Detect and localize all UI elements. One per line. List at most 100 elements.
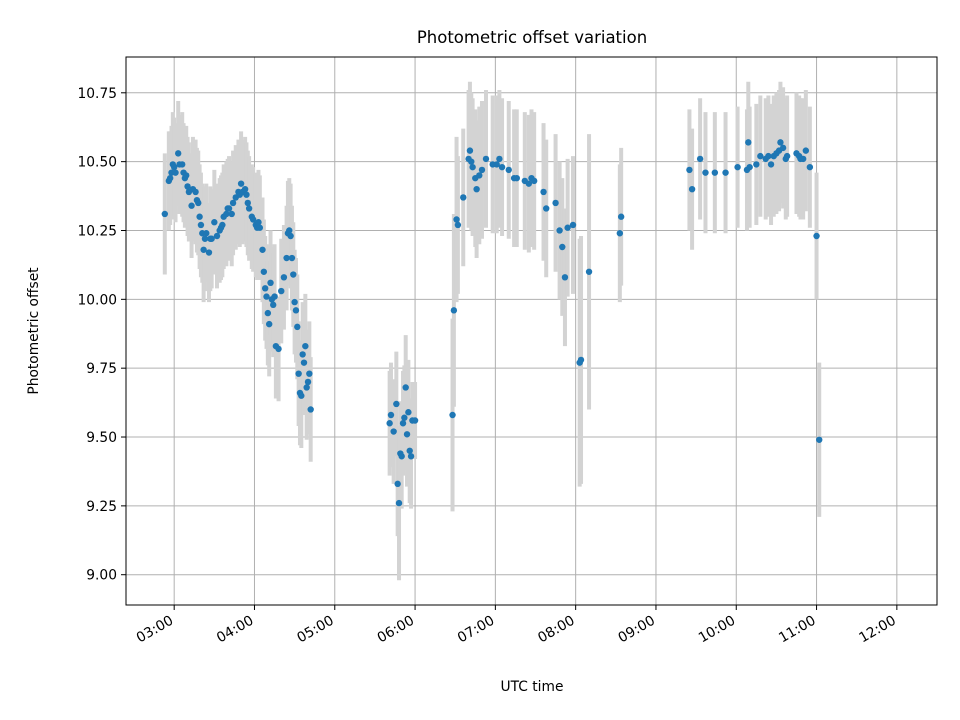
data-point xyxy=(406,447,413,454)
data-point xyxy=(688,185,696,193)
data-point xyxy=(453,216,460,223)
data-point xyxy=(228,210,235,218)
data-point xyxy=(757,152,764,160)
data-point xyxy=(211,219,218,226)
data-point xyxy=(496,155,503,163)
data-point xyxy=(174,150,182,157)
plot-frame xyxy=(125,56,938,606)
data-point xyxy=(275,345,282,353)
data-point xyxy=(779,144,787,152)
data-point xyxy=(304,378,312,386)
data-point xyxy=(205,249,213,256)
data-point xyxy=(255,219,262,226)
data-point xyxy=(179,161,186,168)
data-point xyxy=(813,232,820,240)
data-point xyxy=(249,216,257,223)
data-point xyxy=(280,274,288,281)
data-point xyxy=(411,417,419,424)
data-point xyxy=(505,166,512,174)
data-point xyxy=(287,232,294,240)
data-point xyxy=(298,392,305,399)
data-point xyxy=(401,414,408,421)
data-point xyxy=(261,285,269,292)
y-tick-label: 9.50 xyxy=(86,430,117,446)
data-point xyxy=(290,271,297,278)
data-point xyxy=(399,420,407,427)
y-axis-ticks: 9.00 9.25 9.50 9.75 10.00 10.25 10.50 10.75 xyxy=(78,86,126,584)
data-point xyxy=(208,235,215,242)
data-point xyxy=(172,169,179,176)
data-point xyxy=(288,254,296,262)
data-point xyxy=(530,177,538,185)
data-point xyxy=(525,180,533,187)
data-point xyxy=(460,194,467,201)
data-point xyxy=(197,221,205,229)
data-point xyxy=(386,420,393,427)
data-point xyxy=(245,205,253,212)
data-point xyxy=(407,453,415,460)
data-point xyxy=(468,158,475,165)
data-point xyxy=(449,411,456,419)
data-point xyxy=(616,230,624,237)
data-point xyxy=(291,298,298,306)
data-points xyxy=(161,139,823,507)
data-point xyxy=(259,246,266,253)
data-point xyxy=(184,183,191,190)
data-point xyxy=(802,147,810,154)
y-tick-label: 10.50 xyxy=(78,155,118,171)
data-point xyxy=(394,480,401,488)
data-point xyxy=(569,221,577,229)
data-point xyxy=(295,370,302,377)
data-point xyxy=(196,213,203,220)
data-point xyxy=(564,224,571,231)
data-point xyxy=(395,499,403,507)
data-point xyxy=(244,199,251,207)
x-axis-label: UTC time xyxy=(501,679,564,695)
data-point xyxy=(303,384,310,391)
data-point xyxy=(777,139,784,146)
data-point xyxy=(552,199,559,207)
data-point xyxy=(577,356,585,364)
data-point xyxy=(745,139,752,146)
data-point xyxy=(213,232,221,240)
data-point xyxy=(450,307,458,314)
data-point xyxy=(299,351,306,358)
data-point xyxy=(241,185,249,193)
data-point xyxy=(195,199,202,207)
data-point xyxy=(229,199,237,207)
data-point xyxy=(300,359,308,366)
data-point xyxy=(387,411,395,419)
y-tick-label: 9.25 xyxy=(86,499,117,515)
data-point xyxy=(270,301,277,309)
data-point xyxy=(722,169,729,176)
data-point xyxy=(393,400,400,408)
data-point xyxy=(466,147,474,154)
data-point xyxy=(543,205,550,212)
data-point xyxy=(753,161,760,168)
data-point xyxy=(265,320,273,328)
data-point xyxy=(696,155,704,163)
data-point xyxy=(513,174,520,182)
data-point xyxy=(476,172,483,179)
data-point xyxy=(478,166,486,174)
data-point xyxy=(746,163,753,171)
y-tick-label: 9.75 xyxy=(86,361,117,377)
data-point xyxy=(256,224,264,231)
data-point xyxy=(223,210,230,218)
data-point xyxy=(493,161,500,168)
data-point xyxy=(188,202,195,209)
data-point xyxy=(237,180,245,187)
data-point xyxy=(286,227,293,234)
data-point xyxy=(219,221,226,229)
data-point xyxy=(403,431,411,438)
data-point xyxy=(702,169,709,176)
y-tick-label: 10.25 xyxy=(78,223,118,239)
data-point xyxy=(201,235,209,242)
data-point xyxy=(200,246,207,253)
chart-title: Photometric offset variation xyxy=(417,28,647,47)
data-point xyxy=(225,205,233,212)
data-point xyxy=(498,163,506,171)
data-point xyxy=(243,191,250,198)
data-point xyxy=(473,185,480,193)
